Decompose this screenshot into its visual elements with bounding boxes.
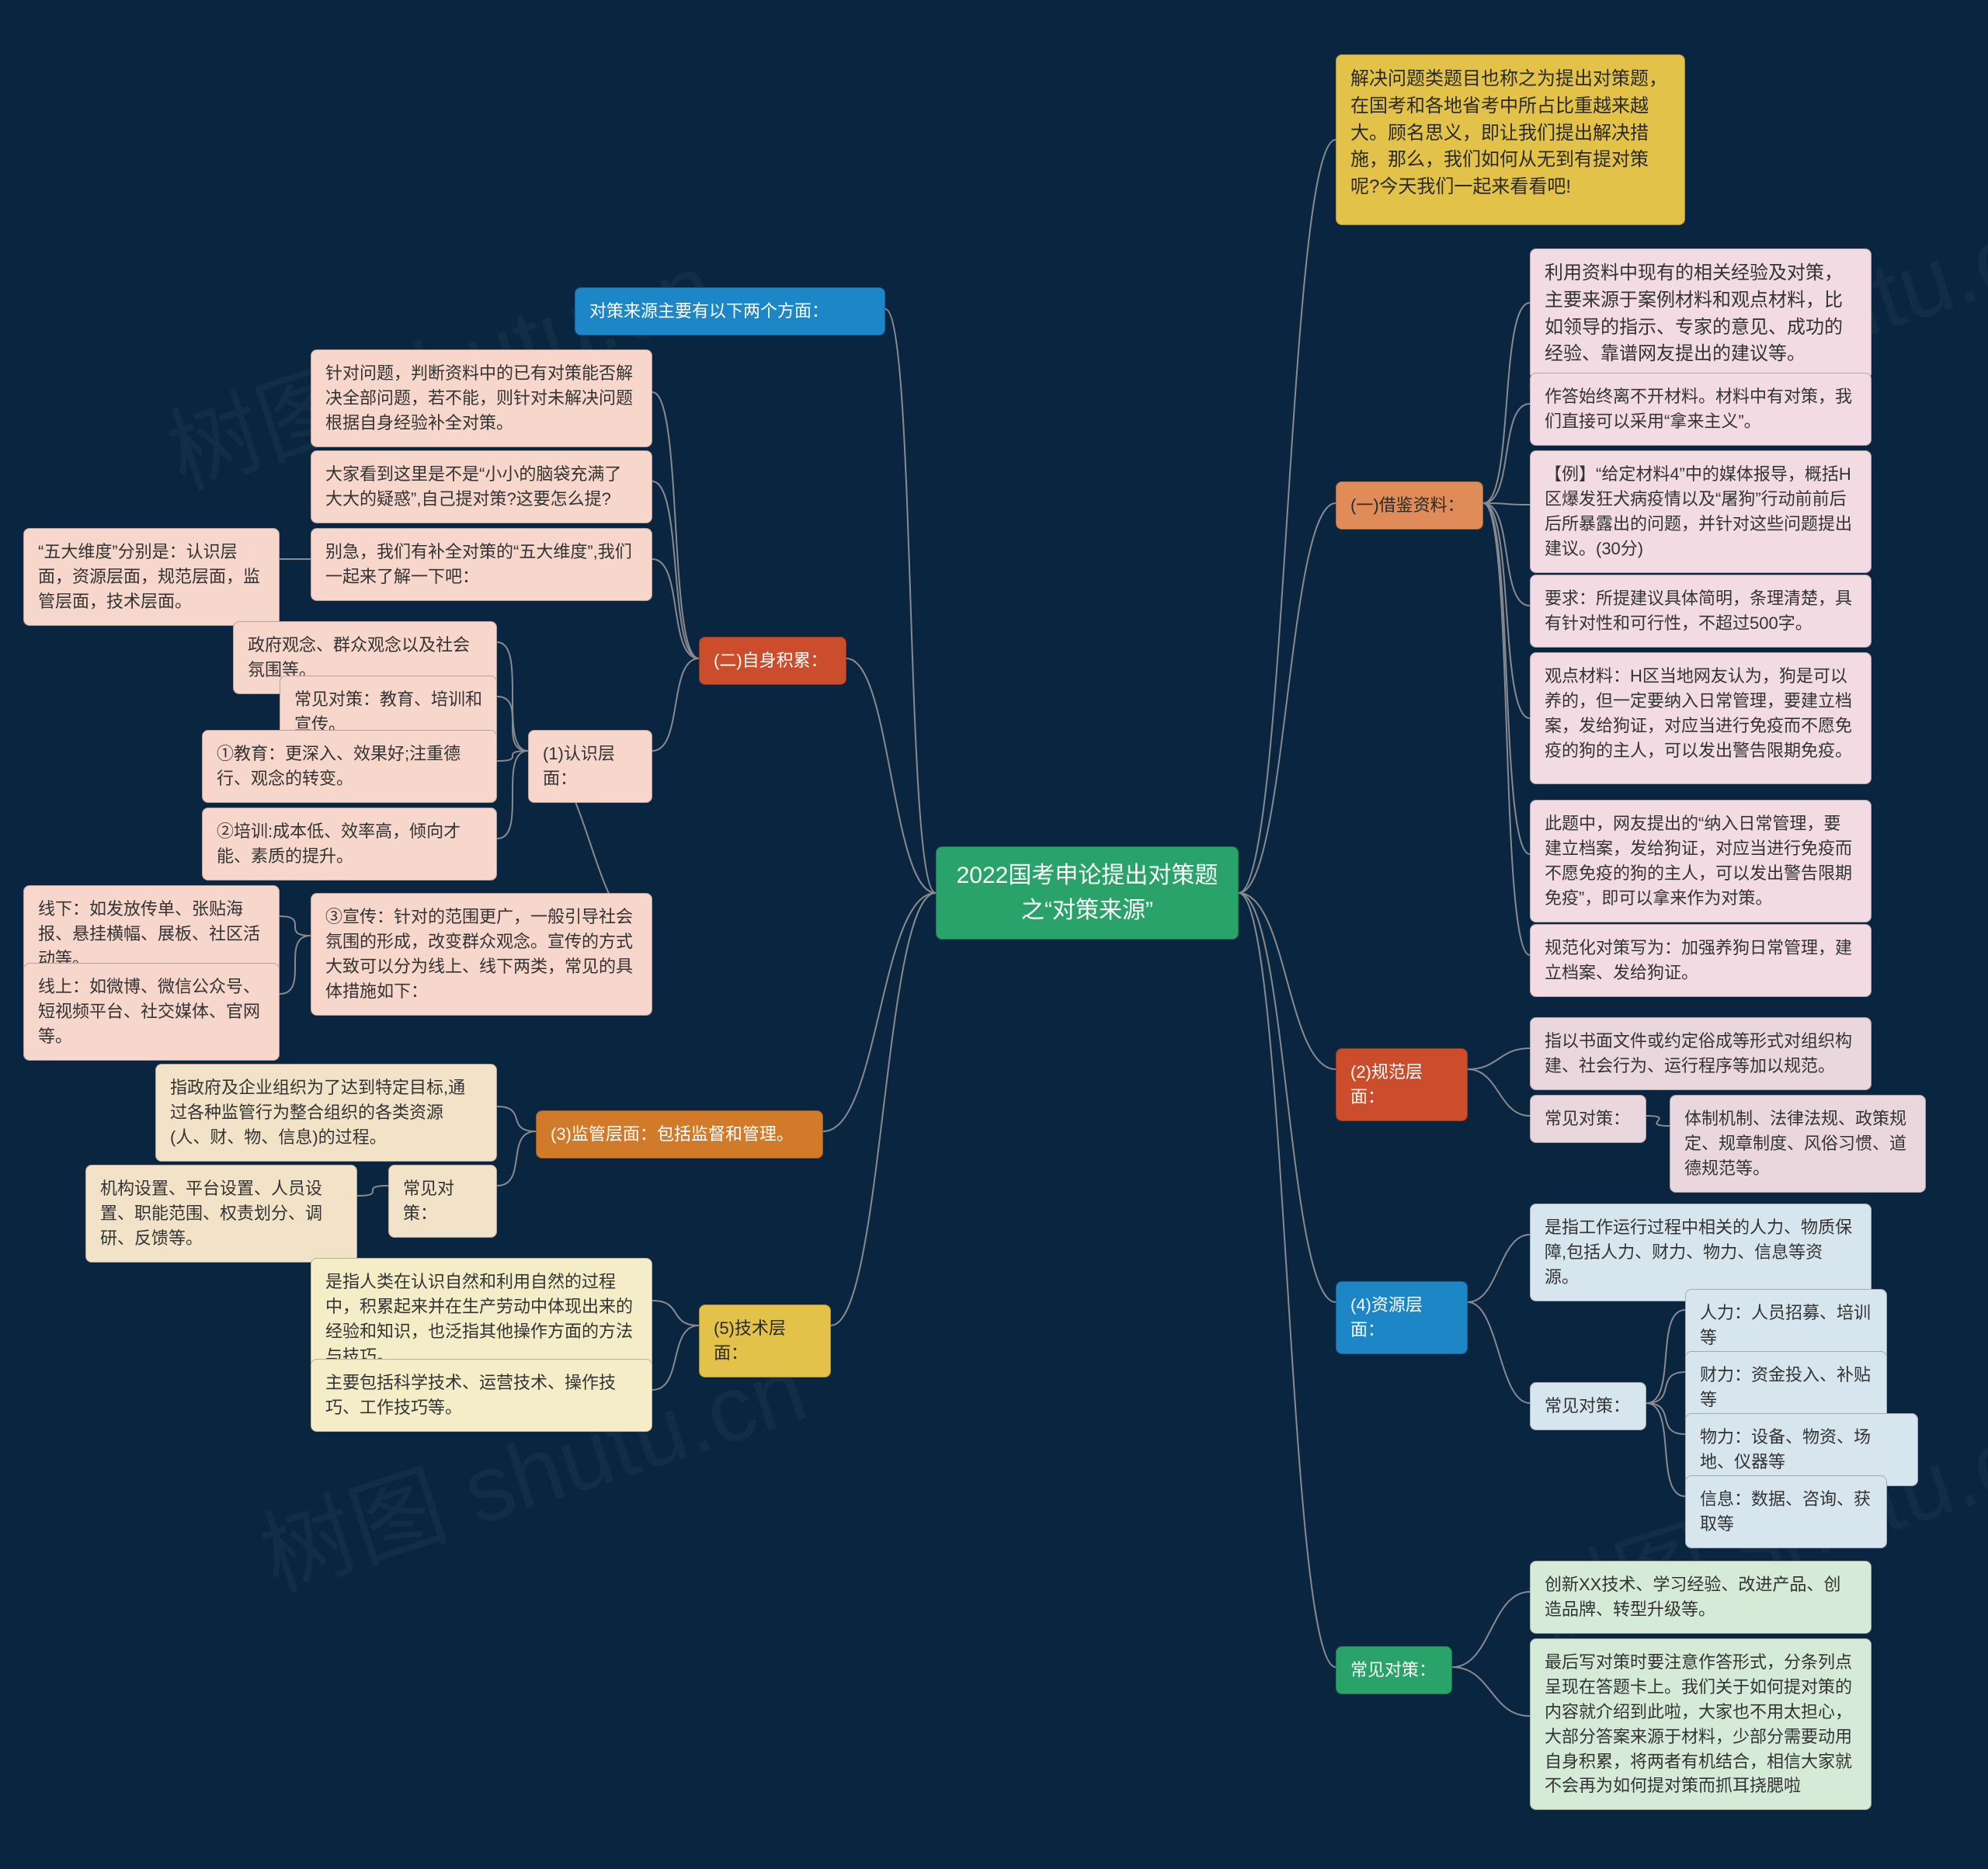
mindmap-link — [1452, 1592, 1530, 1667]
mindmap-node[interactable]: 针对问题，判断资料中的已有对策能否解决全部问题，若不能，则针对未解决问题根据自身… — [311, 349, 652, 447]
mindmap-link — [1483, 503, 1530, 854]
mindmap-link — [1646, 1403, 1685, 1496]
mindmap-link — [652, 1325, 699, 1390]
mindmap-node[interactable]: 常见对策： — [1530, 1382, 1646, 1430]
mindmap-link — [885, 309, 936, 893]
mindmap-link — [652, 392, 699, 658]
mindmap-link — [652, 481, 699, 658]
mindmap-link — [846, 658, 936, 893]
mindmap-link — [652, 1301, 699, 1325]
mindmap-link — [1468, 1235, 1530, 1302]
mindmap-node[interactable]: 体制机制、法律法规、政策规定、规章制度、风俗习惯、道德规范等。 — [1670, 1095, 1926, 1193]
mindmap-node[interactable]: ①教育：更深入、效果好;注重德行、观念的转变。 — [202, 730, 497, 803]
mindmap-node[interactable]: 作答始终离不开材料。材料中有对策，我们直接可以采用“拿来主义”。 — [1530, 373, 1872, 446]
mindmap-node[interactable]: 常见对策： — [1530, 1095, 1646, 1143]
mindmap-link — [1239, 893, 1336, 1667]
mindmap-node[interactable]: ③宣传：针对的范围更广，一般引导社会氛围的形成，改变群众观念。宣传的方式大致可以… — [311, 893, 652, 1016]
mindmap-node[interactable]: 此题中，网友提出的“纳入日常管理，要建立档案，发给狗证，对应当进行免疫而不愿免疫… — [1530, 800, 1872, 922]
mindmap-link — [497, 697, 528, 751]
mindmap-link — [1468, 1069, 1530, 1116]
mindmap-link — [497, 1131, 536, 1186]
mindmap-canvas: 树图 shutu.cn树图 shutu.cn树图 shutu.cn树图 shut… — [0, 0, 1988, 1869]
mindmap-link — [1452, 1667, 1530, 1716]
mindmap-node[interactable]: (3)监管层面：包括监督和管理。 — [536, 1110, 823, 1159]
mindmap-node[interactable]: (2)规范层面： — [1336, 1048, 1468, 1121]
mindmap-link — [1483, 404, 1530, 503]
mindmap-link — [1239, 893, 1336, 1069]
mindmap-link — [497, 751, 528, 839]
mindmap-node[interactable]: 信息：数据、咨询、获取等 — [1685, 1475, 1887, 1548]
mindmap-node[interactable]: ②培训:成本低、效率高，倾向才能、素质的提升。 — [202, 808, 497, 881]
mindmap-node[interactable]: “五大维度”分别是：认识层面，资源层面，规范层面，监管层面，技术层面。 — [23, 528, 280, 626]
mindmap-link — [497, 642, 528, 751]
mindmap-node[interactable]: 是指工作运行过程中相关的人力、物质保障,包括人力、财力、物力、信息等资源。 — [1530, 1204, 1872, 1301]
mindmap-node[interactable]: 别急，我们有补全对策的“五大维度”,我们一起来了解一下吧： — [311, 528, 652, 601]
mindmap-link — [1646, 1310, 1685, 1403]
mindmap-node[interactable]: (1)认识层面： — [528, 730, 652, 803]
mindmap-node[interactable]: 常见对策： — [1336, 1646, 1452, 1694]
mindmap-link — [280, 936, 311, 994]
mindmap-node[interactable]: 创新XX技术、学习经验、改进产品、创造品牌、转型升级等。 — [1530, 1561, 1872, 1634]
mindmap-link — [1239, 140, 1336, 893]
mindmap-link — [1239, 503, 1336, 893]
mindmap-link — [831, 893, 936, 1325]
mindmap-node[interactable]: 观点材料：H区当地网友认为，狗是可以养的，但一定要纳入日常管理，要建立档案，发给… — [1530, 652, 1872, 784]
mindmap-link — [652, 559, 699, 658]
mindmap-node[interactable]: 对策来源主要有以下两个方面： — [575, 287, 885, 335]
mindmap-link — [280, 916, 311, 936]
mindmap-node[interactable]: (二)自身积累： — [699, 637, 846, 685]
mindmap-node[interactable]: 大家看到这里是不是“小小的脑袋充满了大大的疑惑”,自己提对策?这要怎么提? — [311, 450, 652, 523]
mindmap-link — [1483, 503, 1530, 505]
mindmap-link — [1483, 503, 1530, 718]
mindmap-link — [1239, 893, 1336, 1302]
mindmap-link — [497, 751, 528, 761]
mindmap-node[interactable]: (一)借鉴资料： — [1336, 481, 1483, 530]
mindmap-node[interactable]: 最后写对策时要注意作答形式，分条列点呈现在答题卡上。我们关于如何提对策的内容就介… — [1530, 1638, 1872, 1810]
mindmap-node[interactable]: (4)资源层面： — [1336, 1281, 1468, 1354]
mindmap-link — [1646, 1372, 1685, 1403]
mindmap-link — [357, 1186, 388, 1196]
mindmap-link — [1468, 1302, 1530, 1403]
mindmap-node[interactable]: 利用资料中现有的相关经验及对策，主要来源于案例材料和观点材料，比如领导的指示、专… — [1530, 248, 1872, 380]
mindmap-node[interactable]: 2022国考申论提出对策题之“对策来源” — [936, 846, 1239, 940]
mindmap-node[interactable]: 机构设置、平台设置、人员设置、职能范围、权责划分、调研、反馈等。 — [85, 1165, 357, 1263]
mindmap-node[interactable]: 主要包括科学技术、运营技术、操作技巧、工作技巧等。 — [311, 1359, 652, 1432]
mindmap-link — [1483, 303, 1530, 503]
mindmap-link — [652, 658, 699, 751]
mindmap-link — [1483, 503, 1530, 606]
mindmap-node[interactable]: 线上：如微博、微信公众号、短视频平台、社交媒体、官网等。 — [23, 963, 280, 1061]
mindmap-node[interactable]: (5)技术层面： — [699, 1304, 831, 1377]
mindmap-node[interactable]: 要求：所提建议具体简明，条理清楚，具有针对性和可行性，不超过500字。 — [1530, 575, 1872, 648]
mindmap-node[interactable]: 常见对策： — [388, 1165, 497, 1238]
mindmap-link — [823, 893, 936, 1131]
mindmap-link — [1646, 1116, 1670, 1126]
mindmap-link — [497, 1106, 536, 1131]
mindmap-node[interactable]: 指以书面文件或约定俗成等形式对组织构建、社会行为、运行程序等加以规范。 — [1530, 1017, 1872, 1090]
mindmap-node[interactable]: 【例】“给定材料4”中的媒体报导，概括H区爆发狂犬病疫情以及“屠狗”行动前前后后… — [1530, 450, 1872, 573]
mindmap-node[interactable]: 解决问题类题目也称之为提出对策题，在国考和各地省考中所占比重越来越大。顾名思义，… — [1336, 54, 1685, 225]
mindmap-link — [1646, 1403, 1685, 1434]
mindmap-link — [1483, 503, 1530, 955]
mindmap-node[interactable]: 指政府及企业组织为了达到特定目标,通过各种监管行为整合组织的各类资源(人、财、物… — [155, 1064, 497, 1162]
mindmap-link — [1468, 1048, 1530, 1069]
mindmap-node[interactable]: 规范化对策写为：加强养狗日常管理，建立档案、发给狗证。 — [1530, 924, 1872, 997]
